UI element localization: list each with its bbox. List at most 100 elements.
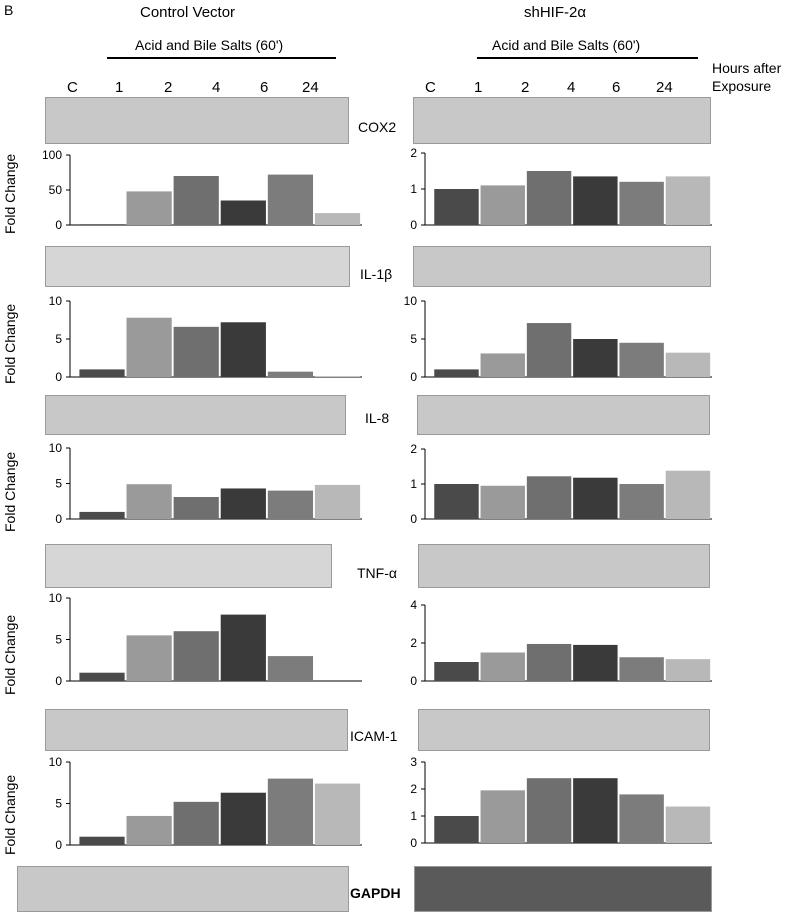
y-tick-label: 4 [410,598,417,612]
chart-ICAM-1-control: 0 5 10 [49,755,362,852]
bar-24 [314,376,361,377]
right-lane-label-C: C [425,79,436,96]
right-treatment-label: Acid and Bile Salts (60') [492,37,641,53]
y-tick-label: 5 [55,797,62,811]
y-tick-label: 0 [410,512,417,526]
left-lane-label-C: C [67,79,78,96]
bar-C [79,672,125,681]
bar-24 [314,484,361,519]
right-group-title: shHIF-2α [524,4,587,21]
bar-2 [173,326,219,377]
bar-C [434,662,479,681]
chart-IL-8-shhif: 0 1 2 [410,442,712,526]
bar-4 [573,644,618,681]
blot-il1b-shhif [413,246,711,287]
bar-6 [619,657,664,681]
bar-6 [267,490,314,519]
bar-1 [126,317,172,377]
chart-IL-1β-control: 0 5 10 [49,294,362,384]
y-tick-label: 10 [404,294,418,308]
gene-label-il1b: IL-1β [360,266,393,282]
bar-4 [220,200,266,225]
y-tick-label: 1 [410,809,417,823]
right-lane-label-6: 6 [612,79,621,96]
bar-1 [480,790,525,843]
bar-2 [526,778,572,843]
bar-2 [173,631,219,681]
bar-6 [267,656,314,681]
left-lane-label-4: 4 [212,79,221,96]
bar-2 [173,176,219,225]
bar-24 [665,470,711,519]
bar-4 [573,176,618,225]
y-tick-label: 0 [55,218,62,232]
blot-icam1-shhif [418,709,710,751]
right-treatment-line [477,57,698,59]
blot-il8-control [45,395,346,435]
bar-6 [619,484,664,519]
bar-24 [665,659,711,681]
y-tick-label: 5 [55,633,62,647]
y-tick-label: 2 [410,442,417,456]
chart-IL-1β-shhif: 0 5 10 [404,294,712,384]
blot-tnfa-shhif [418,544,710,588]
gene-label-icam1: ICAM-1 [350,728,398,744]
y-tick-label: 50 [49,183,63,197]
y-tick-label: 10 [49,755,63,769]
bar-1 [126,815,172,845]
y-tick-label: 10 [49,441,63,455]
y-tick-label: 0 [55,838,62,852]
chart-TNF-α-shhif: 0 2 4 [410,598,712,688]
bar-24 [665,176,711,225]
bar-1 [480,652,525,681]
bar-6 [619,342,664,377]
bar-2 [173,801,219,845]
bar-4 [573,339,618,377]
bar-1 [480,353,525,377]
bar-6 [619,794,664,843]
bar-4 [573,477,618,519]
blot-cox2-control [45,97,349,144]
time-header-line2: Exposure [712,78,772,94]
bar-2 [173,496,219,519]
right-lane-label-1: 1 [474,79,483,96]
bar-2 [526,323,572,377]
bar-1 [480,485,525,519]
y-tick-label: 10 [49,294,63,308]
bar-2 [526,171,572,225]
bar-C [434,484,479,519]
bar-1 [126,191,172,225]
bar-24 [314,213,361,225]
blot-il8-shhif [417,395,710,435]
left-lane-label-6: 6 [260,79,269,96]
y-tick-label: 2 [410,636,417,650]
bar-4 [573,778,618,843]
chart-COX2-control: 0 50 100 [42,148,362,232]
bar-1 [480,185,525,225]
bar-4 [220,614,266,681]
right-lane-label-2: 2 [521,79,530,96]
bar-C [79,224,125,225]
bar-4 [220,792,266,845]
chart-ICAM-1-shhif: 0 1 2 3 [410,755,712,850]
bar-6 [267,174,314,225]
bar-24 [665,352,711,377]
left-treatment-line [107,57,336,59]
bar-C [434,369,479,377]
bar-6 [267,371,314,377]
y-tick-label: 10 [49,591,63,605]
left-treatment-label: Acid and Bile Salts (60') [135,37,284,53]
gene-label-il8: IL-8 [365,410,390,426]
panel-letter: B [4,2,14,18]
y-tick-label: 2 [410,146,417,160]
y-tick-label: 0 [410,836,417,850]
bar-C [434,189,479,225]
gene-label-cox2: COX2 [358,119,397,135]
left-lane-label-24: 24 [302,79,319,96]
blot-il1b-control [45,246,350,287]
left-group-title: Control Vector [140,4,236,21]
blot-icam1-control [45,709,348,751]
bar-C [434,816,479,843]
bar-6 [267,778,314,845]
